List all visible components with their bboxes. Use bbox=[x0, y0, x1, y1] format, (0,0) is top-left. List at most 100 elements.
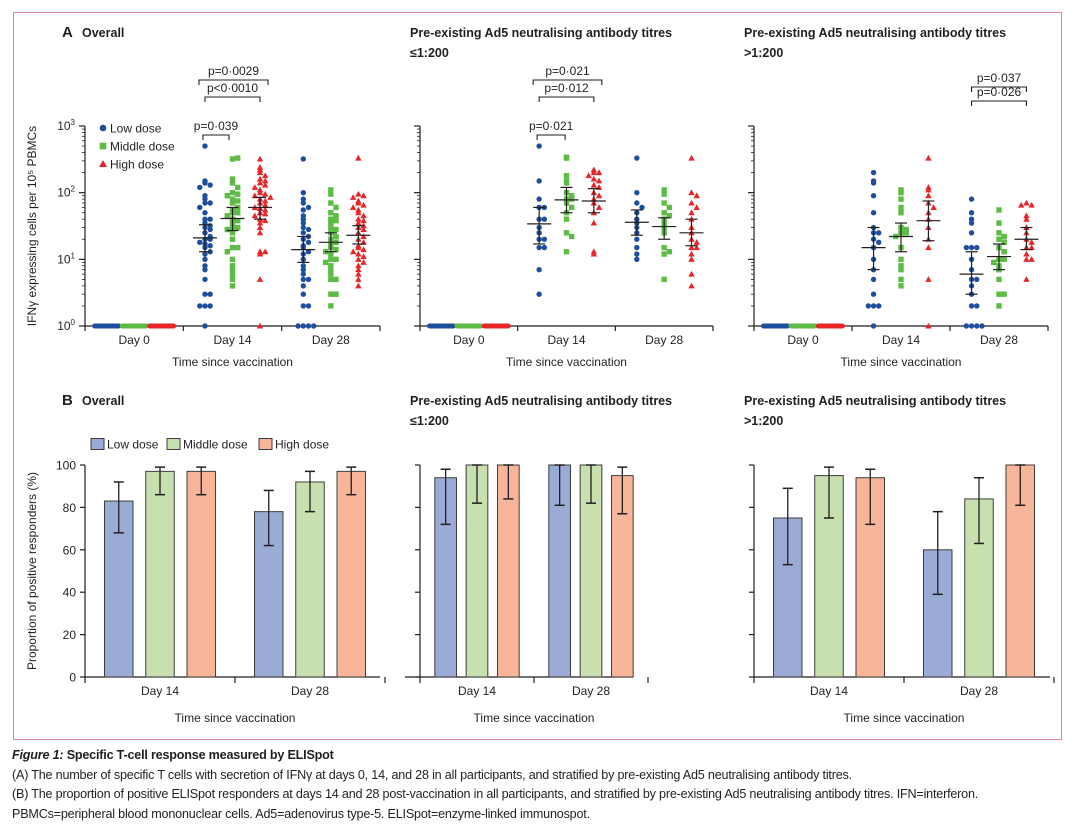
data-point-high bbox=[688, 270, 695, 277]
data-point-low bbox=[968, 244, 975, 251]
data-point-high bbox=[360, 259, 367, 265]
data-point-middle bbox=[996, 236, 1002, 242]
data-point-low bbox=[202, 303, 208, 309]
data-point-low bbox=[202, 251, 208, 257]
data-point-high bbox=[355, 266, 362, 273]
bar-high bbox=[336, 470, 366, 678]
data-point-high bbox=[256, 155, 264, 162]
data-point-high bbox=[262, 217, 269, 224]
data-point-high bbox=[590, 219, 598, 226]
data-point-high bbox=[925, 244, 932, 251]
data-point-low bbox=[202, 143, 208, 149]
data-point-high bbox=[262, 248, 269, 255]
caption-figure-label: Figure 1: bbox=[12, 748, 64, 762]
data-point-high bbox=[262, 172, 269, 179]
data-point-high bbox=[360, 226, 367, 233]
data-point-high bbox=[360, 217, 367, 224]
data-point-middle bbox=[333, 213, 339, 219]
data-point-high bbox=[688, 250, 695, 257]
data-point-middle bbox=[563, 180, 570, 186]
x-tick-label: Day 14 bbox=[882, 333, 920, 347]
data-point-middle bbox=[898, 266, 904, 273]
data-point-high bbox=[1023, 250, 1030, 257]
data-point-high bbox=[251, 212, 259, 219]
data-point-low bbox=[305, 204, 312, 211]
legend-label: Low dose bbox=[107, 438, 159, 452]
data-point-low bbox=[536, 291, 542, 297]
data-point-middle bbox=[322, 259, 329, 266]
data-point-low bbox=[536, 244, 542, 251]
data-point-middle bbox=[333, 256, 339, 263]
panel-title-line: Pre-existing Ad5 neutralising antibody t… bbox=[410, 394, 672, 408]
data-point-low bbox=[870, 210, 877, 216]
data-point-high bbox=[688, 256, 695, 262]
data-point-middle bbox=[333, 233, 339, 240]
data-point-middle bbox=[328, 251, 334, 257]
data-point-middle bbox=[898, 210, 904, 216]
data-point-middle bbox=[333, 217, 339, 224]
data-point-high bbox=[262, 181, 269, 188]
data-point-low bbox=[963, 244, 970, 251]
data-point-high bbox=[688, 199, 695, 206]
data-point-low bbox=[968, 323, 975, 329]
data-point-middle bbox=[1001, 239, 1007, 246]
data-point-middle bbox=[563, 249, 570, 255]
data-point-low bbox=[865, 303, 872, 309]
data-point-high bbox=[590, 248, 598, 255]
bar-middle bbox=[145, 470, 175, 678]
y-tick-label: 60 bbox=[63, 543, 77, 557]
data-point-high bbox=[688, 189, 695, 196]
p-value-label: p=0·0029 bbox=[208, 64, 259, 78]
data-point-low bbox=[300, 207, 306, 213]
significance-bracket bbox=[971, 86, 1027, 92]
data-point-low bbox=[197, 303, 203, 309]
caption-title: Figure 1: Specific T-cell response measu… bbox=[12, 746, 1072, 766]
data-point-middle bbox=[661, 210, 667, 216]
data-point-low bbox=[536, 266, 542, 273]
data-point-high bbox=[251, 192, 259, 199]
data-point-low bbox=[870, 276, 877, 283]
data-point-middle bbox=[328, 266, 334, 273]
data-point-middle bbox=[235, 184, 241, 191]
data-point-low bbox=[207, 303, 213, 309]
significance-bracket bbox=[536, 134, 566, 140]
data-point-middle bbox=[235, 244, 241, 251]
p-value-label: p=0·026 bbox=[977, 85, 1022, 99]
figure-svg: A Overall 100 101 102 103 IFNγ expressing cell… bbox=[25, 24, 1055, 725]
data-point-low bbox=[197, 239, 203, 246]
data-point-middle bbox=[229, 236, 236, 242]
data-point-high bbox=[262, 177, 269, 184]
y-axis-label: Proportion of positive responders (%) bbox=[25, 472, 39, 670]
data-point-high bbox=[595, 204, 603, 210]
data-point-middle bbox=[224, 226, 230, 233]
figure-frame bbox=[13, 12, 1062, 740]
data-point-middle bbox=[235, 198, 241, 204]
data-point-low bbox=[968, 303, 975, 309]
data-point-high bbox=[1028, 201, 1035, 208]
data-point-middle bbox=[333, 204, 339, 211]
panel-letter: B bbox=[62, 392, 73, 409]
x-axis-label: Time since vaccination bbox=[172, 355, 293, 369]
panel-A3: Pre-existing Ad5 neutralising antibody t… bbox=[744, 26, 1049, 369]
data-point-low bbox=[974, 244, 980, 251]
data-point-high bbox=[262, 210, 269, 217]
data-point-low bbox=[870, 180, 877, 186]
panel-title: Overall bbox=[82, 394, 124, 408]
data-point-low bbox=[207, 226, 213, 233]
data-point-low bbox=[197, 204, 203, 211]
data-point-high bbox=[595, 169, 603, 176]
data-point-high bbox=[688, 209, 695, 216]
data-point-middle bbox=[328, 303, 334, 309]
data-point-low bbox=[536, 196, 542, 202]
data-point-middle bbox=[229, 256, 236, 263]
data-point-high bbox=[355, 256, 362, 262]
data-point-high bbox=[256, 179, 264, 186]
data-point-high bbox=[590, 181, 598, 188]
data-point-low bbox=[300, 220, 306, 226]
data-point-middle bbox=[898, 204, 904, 211]
data-point-middle bbox=[235, 217, 241, 224]
panel-B2: Pre-existing Ad5 neutralising antibody t… bbox=[405, 394, 672, 725]
data-point-high bbox=[1023, 212, 1030, 219]
data-point-low bbox=[300, 276, 306, 283]
panel-title: Overall bbox=[82, 26, 124, 40]
